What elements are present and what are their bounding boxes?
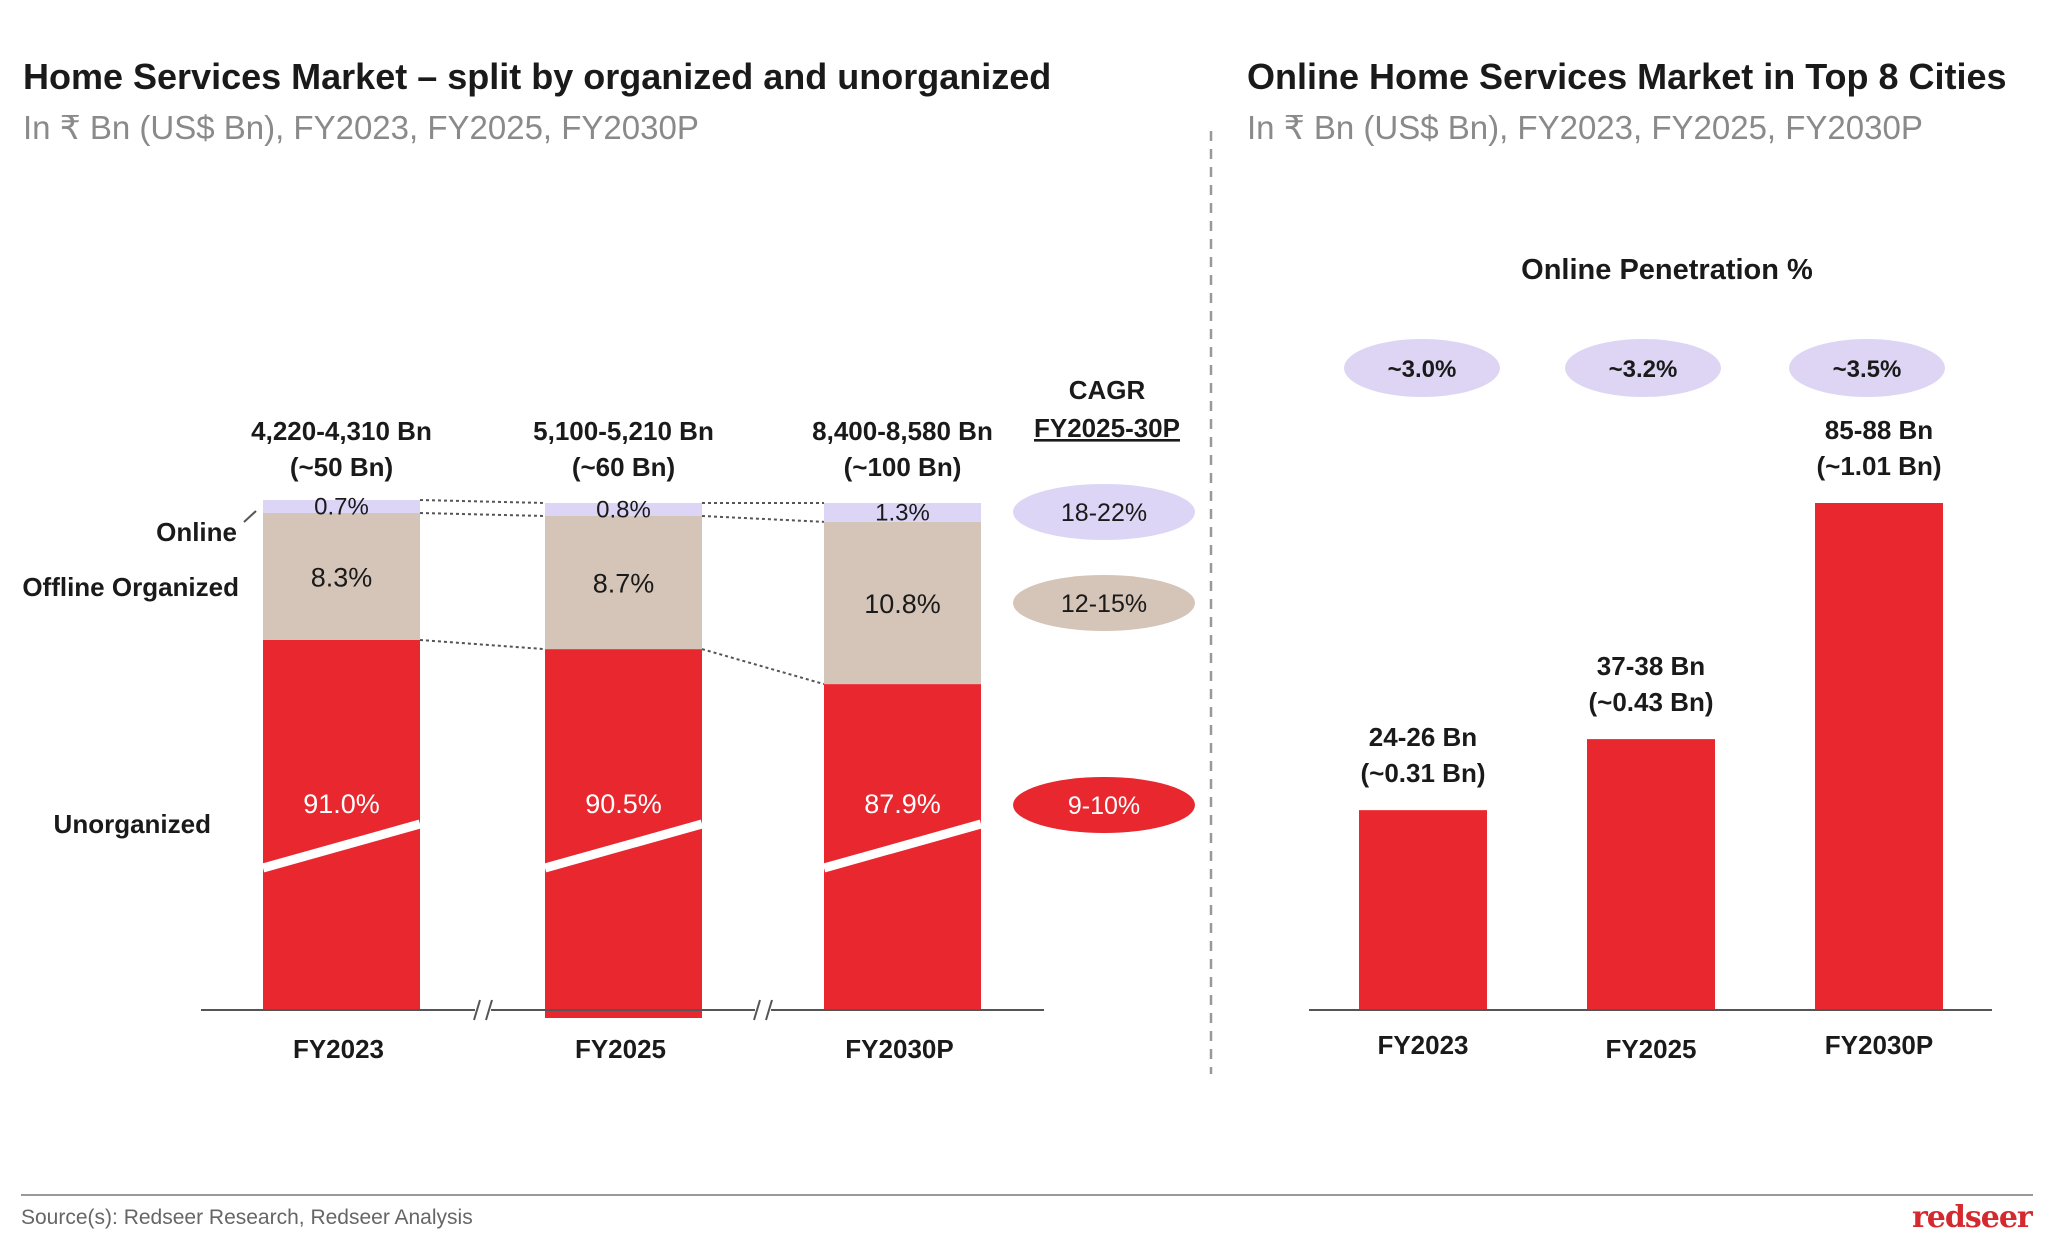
x-tick-label: FY2023 [293,1034,384,1064]
penetration-value: ~3.2% [1609,356,1678,383]
bar-online-FY2030P [824,503,981,522]
unorganized-share-label: 91.0% [303,789,380,819]
x-tick-label: FY2025 [575,1034,666,1064]
online-share-label: 1.3% [875,499,930,526]
axis-break-mark [765,999,773,1021]
bar-online-FY2025 [545,503,702,516]
penetration-pill [1789,339,1945,397]
total-usd-label: (~100 Bn) [844,452,962,482]
penetration-title: Online Penetration % [1521,254,1813,286]
offline-share-label: 10.8% [864,589,941,619]
offline-share-label: 8.7% [593,569,655,599]
cagr-value: 18-22% [1061,499,1147,527]
cagr-header: CAGR [1069,375,1146,405]
cagr-pill-offline-organized [1013,575,1195,631]
online-market-bar-FY2030P [1815,503,1943,1010]
legend-unorganized: Unorganized [54,809,211,839]
x-tick-label: FY2023 [1377,1030,1468,1060]
unorganized-share-label: 90.5% [585,789,662,819]
cagr-pill-unorganized [1013,777,1195,833]
left-chart-subtitle: In ₹ Bn (US$ Bn), FY2023, FY2025, FY2030… [23,109,699,146]
online-market-bar-FY2023 [1359,810,1487,1010]
segment-connector [701,515,825,523]
offline-share-label: 8.3% [311,562,373,592]
online-market-bar-FY2025 [1587,739,1715,1010]
legend-online-leader [243,510,257,523]
axis-break-mark [485,999,493,1021]
axis-break-mark [753,999,761,1021]
total-usd-label: (~60 Bn) [572,452,675,482]
bar-offline-organized-FY2030P [824,521,981,685]
bar-value-label: 85-88 Bn [1825,415,1933,445]
redseer-logo: redseer [1912,1200,2033,1235]
cagr-value: 12-15% [1061,590,1147,618]
bar-value-usd-label: (~0.43 Bn) [1589,687,1714,717]
right-chart-title: Online Home Services Market in Top 8 Cit… [1247,56,2007,97]
cagr-pill-online [1013,484,1195,540]
bar-break-stripe [261,819,422,873]
penetration-value: ~3.5% [1833,356,1902,383]
unorganized-share-label: 87.9% [864,789,941,819]
bar-offline-organized-FY2025 [545,516,702,650]
axis-break-mark [473,999,481,1021]
bar-value-label: 37-38 Bn [1597,651,1705,681]
total-usd-label: (~50 Bn) [290,452,393,482]
total-value-label: 8,400-8,580 Bn [812,416,993,446]
penetration-pill [1344,339,1500,397]
bar-break-stripe [822,819,983,873]
online-share-label: 0.8% [596,497,651,524]
segment-connector [419,512,546,517]
segment-connector [419,499,546,504]
footer-divider [21,1194,2033,1196]
source-note: Source(s): Redseer Research, Redseer Ana… [21,1206,473,1229]
x-tick-label: FY2030P [1825,1030,1933,1060]
legend-offline-organized: Offline Organized [22,572,239,602]
total-value-label: 5,100-5,210 Bn [533,416,714,446]
bar-value-label: 24-26 Bn [1369,722,1477,752]
legend-online: Online [156,517,237,547]
bar-value-usd-label: (~0.31 Bn) [1361,758,1486,788]
bar-unorganized-FY2023 [263,639,420,1010]
x-tick-label: FY2030P [845,1034,953,1064]
segment-connector [419,638,546,651]
cagr-value: 9-10% [1068,792,1140,820]
bar-offline-organized-FY2023 [263,513,420,640]
penetration-pill [1565,339,1721,397]
right-chart-subtitle: In ₹ Bn (US$ Bn), FY2023, FY2025, FY2030… [1247,109,1923,146]
penetration-value: ~3.0% [1388,356,1457,383]
x-tick-label: FY2025 [1605,1034,1696,1064]
online-share-label: 0.7% [314,494,369,521]
bar-online-FY2023 [263,500,420,513]
bar-break-stripe [543,819,704,873]
bar-value-usd-label: (~1.01 Bn) [1817,451,1942,481]
left-chart-title: Home Services Market – split by organize… [23,56,1052,97]
cagr-period: FY2025-30P [1034,413,1180,443]
segment-connector [701,648,825,686]
total-value-label: 4,220-4,310 Bn [251,416,432,446]
